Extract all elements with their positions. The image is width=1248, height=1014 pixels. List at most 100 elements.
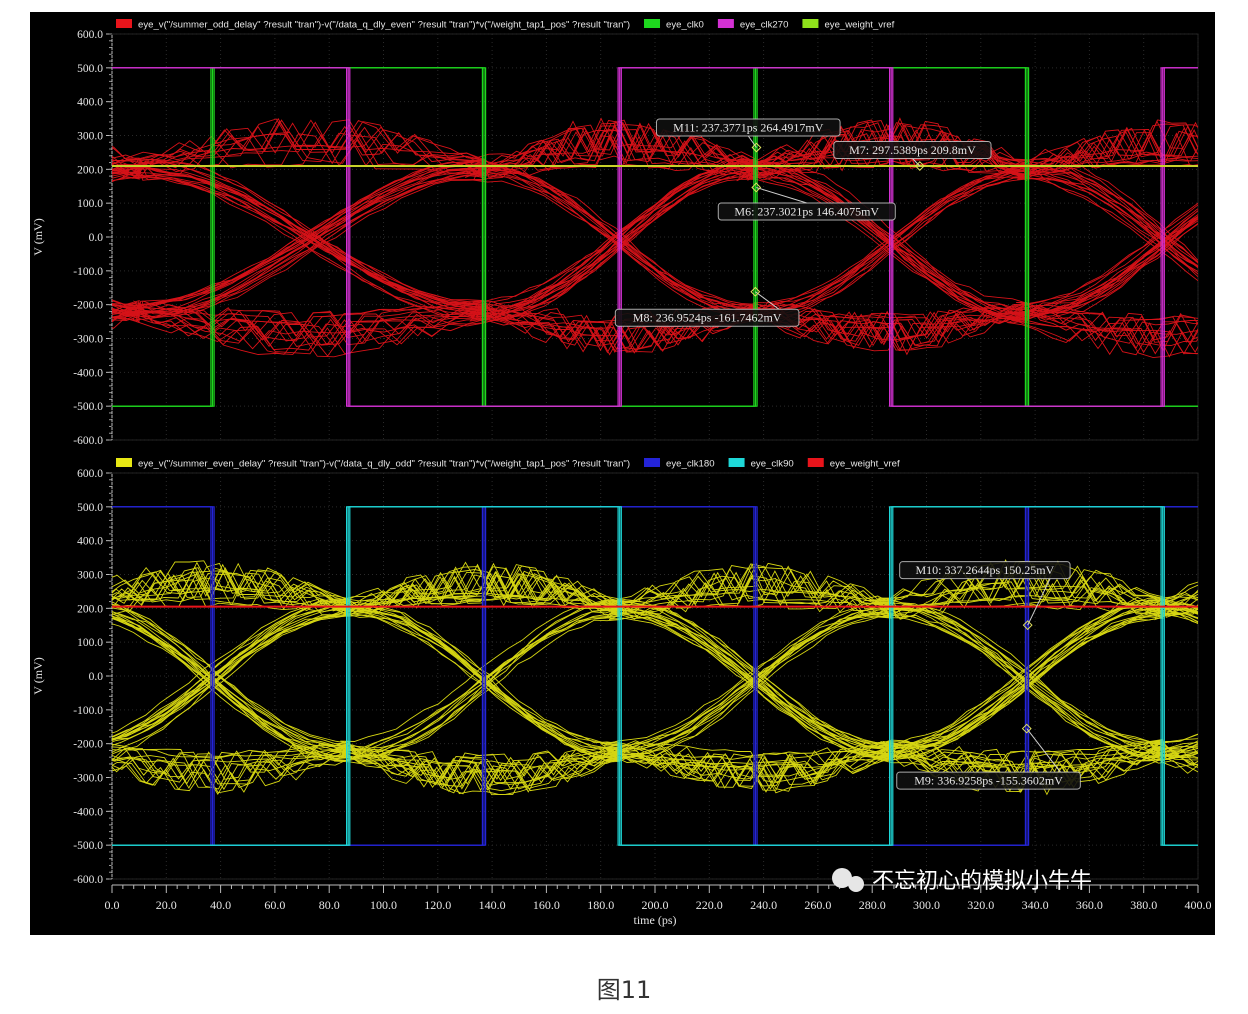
legend-label: eye_clk270 (740, 20, 789, 31)
eye-trace (112, 121, 1198, 314)
x-tick-label: 400.0 (1185, 898, 1212, 912)
marker-label: M9: 336.9258ps -155.3602mV (914, 774, 1063, 788)
eye-diagram-figure: 600.0 500.0 400.0 300.0 200.0 100.0 0.0 -100.0 -… (30, 12, 1215, 935)
x-tick-label: 200.0 (642, 898, 669, 912)
x-tick-label: 120.0 (424, 898, 451, 912)
y-tick-label: -200.0 (73, 300, 103, 312)
y-tick-label: 600.0 (77, 468, 103, 480)
y-tick-label: -100.0 (73, 705, 103, 717)
x-tick-label: 320.0 (967, 898, 994, 912)
marker-box (614, 308, 800, 327)
y-axis-label: V (mV) (31, 657, 45, 694)
x-tick-label: 380.0 (1130, 898, 1157, 912)
eye-trace (112, 159, 1198, 339)
plot-area (112, 506, 1198, 846)
y-tick-label: -100.0 (73, 266, 103, 278)
eye-panel-1: 600.0 500.0 400.0 300.0 200.0 100.0 0.0 -100.0 -… (31, 19, 1199, 447)
y-axis-label: V (mV) (31, 218, 45, 255)
x-tick-label: 220.0 (696, 898, 723, 912)
legend-swatch (644, 458, 661, 467)
eye-trace (112, 570, 1198, 760)
marker-point (1022, 620, 1033, 631)
watermark: 不忘初心的模拟小牛牛 (832, 868, 1092, 894)
watermark-text: 不忘初心的模拟小牛牛 (872, 869, 1092, 894)
eye-trace (112, 130, 1198, 353)
eye-trace (112, 159, 1198, 316)
eye-trace (112, 121, 1198, 316)
figure-caption: 图11 (596, 976, 652, 1004)
marker-point (751, 182, 762, 193)
marker-leader (1027, 578, 1051, 626)
eye-trace (112, 117, 1198, 172)
clock-edge-trace (112, 67, 1198, 407)
y-tick-label: -600.0 (73, 435, 103, 447)
x-tick-label: 140.0 (479, 898, 506, 912)
marker-box (655, 118, 841, 137)
marker-box (833, 141, 992, 160)
eye-trace (112, 128, 1198, 318)
legend-swatch (728, 458, 745, 467)
marker-label: M7: 297.5389ps 209.8mV (849, 143, 976, 157)
legend-label: eye_clk0 (666, 20, 704, 31)
x-tick-label: 60.0 (264, 898, 285, 912)
eye-trace (112, 129, 1198, 338)
legend-label: eye_v("/summer_odd_delay" ?result "tran"… (138, 20, 630, 31)
legend-label: eye_clk90 (751, 459, 794, 470)
eye-trace (112, 603, 1198, 785)
y-tick-label: 300.0 (77, 570, 103, 582)
eye-trace (112, 123, 1198, 357)
x-tick-label: 0.0 (105, 898, 120, 912)
x-axis: 0.0 20.0 40.0 60.0 80.0 100.0 120.0 140.0 160.0 1… (105, 884, 1212, 927)
y-tick-label: 200.0 (77, 603, 103, 615)
x-tick-label: 180.0 (587, 898, 614, 912)
y-tick-label: -400.0 (73, 367, 103, 379)
marker-label: M11: 237.3771ps 264.4917mV (673, 121, 824, 135)
x-tick-label: 300.0 (913, 898, 940, 912)
y-tick-label: 600.0 (77, 29, 103, 41)
marker-point (750, 286, 761, 297)
legend-swatch (717, 19, 734, 28)
eye-trace (112, 598, 1198, 791)
eye-trace (112, 604, 1198, 780)
eye-trace (112, 125, 1198, 353)
eye-trace (112, 565, 1198, 756)
marker-leader (912, 158, 921, 167)
eye-trace (112, 124, 1198, 312)
eye-traces (112, 559, 1198, 796)
eye-trace (112, 162, 1198, 314)
y-tick-label: 0.0 (89, 232, 104, 244)
eye-trace (112, 612, 1198, 788)
marker-point (1021, 723, 1032, 734)
eye-traces (112, 117, 1198, 359)
y-tick-label: 0.0 (89, 671, 104, 683)
legend-swatch (644, 19, 661, 28)
x-tick-label: 360.0 (1076, 898, 1103, 912)
eye-trace (112, 172, 1198, 356)
eye-trace (112, 166, 1198, 337)
y-tick-label: -500.0 (73, 840, 103, 852)
eye-trace (112, 122, 1198, 315)
legend-label: eye_weight_vref (830, 459, 900, 470)
y-tick-label: 500.0 (77, 63, 103, 75)
x-tick-label: 40.0 (210, 898, 231, 912)
legend-swatch (807, 458, 824, 467)
marker-box (899, 561, 1071, 580)
x-tick-label: 80.0 (319, 898, 340, 912)
marker-leader (755, 291, 780, 310)
eye-trace (112, 608, 1198, 789)
eye-trace (112, 118, 1198, 179)
y-tick-label: -400.0 (73, 806, 103, 818)
y-tick-label: 300.0 (77, 131, 103, 143)
y-tick-label: 100.0 (77, 198, 103, 210)
y-tick-label: 400.0 (77, 536, 103, 548)
eye-trace (112, 129, 1198, 352)
x-tick-label: 160.0 (533, 898, 560, 912)
wechat-icon-bubble (848, 876, 864, 892)
y-tick-label: 500.0 (77, 502, 103, 514)
y-tick-label: 100.0 (77, 637, 103, 649)
legend-swatch (116, 458, 132, 467)
y-tick-label: -600.0 (73, 874, 103, 886)
x-tick-label: 20.0 (156, 898, 177, 912)
eye-trace (112, 215, 1198, 346)
x-tick-label: 100.0 (370, 898, 397, 912)
